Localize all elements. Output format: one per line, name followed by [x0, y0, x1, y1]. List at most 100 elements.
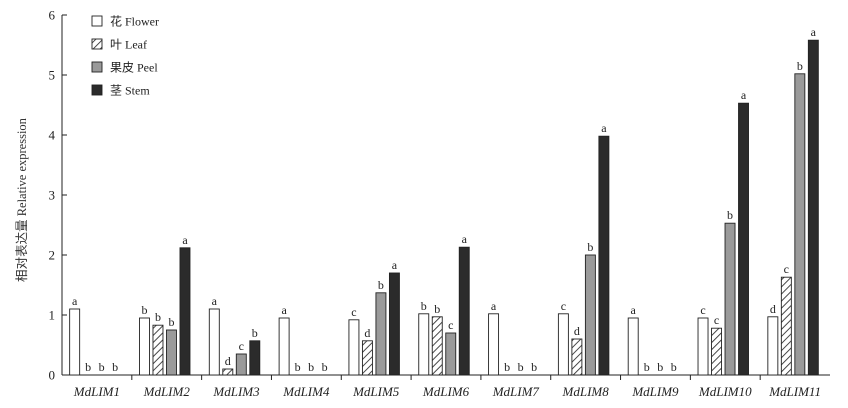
y-tick-label: 1	[49, 308, 56, 323]
bar	[584, 254, 596, 376]
legend-label: 茎 Stem	[110, 84, 150, 98]
bar	[249, 340, 261, 376]
significance-label: b	[518, 360, 524, 374]
bar	[711, 327, 722, 376]
legend-label: 叶 Leaf	[110, 38, 147, 52]
bar	[222, 368, 234, 376]
bar	[418, 313, 430, 376]
significance-label: a	[182, 233, 188, 247]
significance-label: b	[378, 278, 384, 292]
bar	[235, 353, 247, 376]
significance-label: a	[72, 294, 78, 308]
bar	[738, 102, 749, 376]
bar	[431, 316, 443, 376]
bar	[139, 317, 150, 376]
significance-label: a	[741, 88, 747, 102]
bar	[557, 313, 569, 376]
y-tick-label: 0	[49, 368, 56, 383]
bar	[627, 317, 639, 376]
significance-label: a	[281, 303, 287, 317]
bar	[166, 329, 177, 376]
category-label: MdLIM5	[352, 384, 400, 399]
bar	[208, 308, 220, 376]
bar	[724, 222, 736, 376]
category-label: MdLIM2	[143, 384, 191, 399]
significance-label: b	[727, 208, 733, 222]
significance-label: b	[504, 360, 510, 374]
bar	[278, 317, 290, 376]
category-label: MdLIM7	[492, 384, 540, 399]
category-label: MdLIM4	[282, 384, 330, 399]
significance-label: a	[212, 294, 218, 308]
significance-label: c	[561, 299, 566, 313]
legend-swatch	[91, 15, 103, 27]
significance-label: c	[239, 339, 244, 353]
category-label: MdLIM1	[73, 384, 120, 399]
legend-label: 花 Flower	[110, 14, 159, 29]
significance-label: b	[141, 303, 147, 317]
significance-label: b	[587, 240, 593, 254]
significance-label: c	[448, 318, 453, 332]
bar	[780, 276, 792, 376]
significance-label: b	[531, 360, 537, 374]
significance-label: c	[714, 313, 719, 327]
significance-label: b	[322, 360, 328, 374]
bar	[445, 332, 457, 376]
legend-swatch	[91, 84, 103, 96]
bar	[375, 292, 387, 376]
category-label: MdLIM9	[631, 384, 679, 399]
category-label: MdLIM10	[698, 384, 752, 399]
significance-label: b	[252, 326, 258, 340]
significance-label: d	[364, 326, 370, 340]
significance-label: c	[351, 305, 356, 319]
significance-label: b	[112, 360, 118, 374]
bar	[488, 313, 500, 376]
y-tick-label: 5	[49, 68, 56, 83]
significance-label: c	[784, 262, 789, 276]
category-label: MdLIM3	[212, 384, 260, 399]
legend: 花 Flower 叶 Leaf 果皮 Peel 茎 Stem	[91, 14, 159, 98]
significance-label: d	[770, 302, 776, 316]
bar	[571, 338, 583, 376]
significance-label: d	[574, 324, 580, 338]
significance-label: a	[811, 25, 817, 39]
y-axis-label: 相对表达量 Relative expression	[15, 117, 29, 282]
bar	[767, 316, 779, 376]
y-tick-label: 2	[49, 248, 56, 263]
bar	[69, 308, 81, 376]
significance-label: b	[657, 360, 663, 374]
significance-label: b	[155, 310, 161, 324]
y-tick-label: 6	[49, 8, 56, 23]
legend-swatch	[91, 38, 103, 50]
bar	[598, 135, 610, 376]
significance-label: b	[308, 360, 314, 374]
significance-label: a	[491, 299, 497, 313]
significance-label: a	[462, 232, 468, 246]
bar	[458, 246, 470, 376]
bar	[697, 317, 709, 376]
category-label: MdLIM6	[422, 384, 470, 399]
significance-label: a	[601, 121, 607, 135]
bar	[361, 340, 373, 376]
bar	[807, 39, 819, 376]
significance-label: d	[225, 354, 231, 368]
legend-swatch	[91, 61, 103, 73]
bar	[348, 319, 360, 376]
bar	[388, 272, 400, 376]
significance-label: b	[168, 315, 174, 329]
significance-label: b	[295, 360, 301, 374]
significance-label: b	[644, 360, 650, 374]
bar	[152, 324, 164, 376]
bars-layer	[69, 39, 819, 376]
y-tick-label: 4	[49, 128, 56, 143]
significance-label: b	[85, 360, 91, 374]
significance-label: b	[434, 302, 440, 316]
y-tick-label: 3	[49, 188, 56, 203]
significance-label: a	[631, 303, 637, 317]
bar	[179, 247, 191, 376]
category-label: MdLIM8	[562, 384, 610, 399]
significance-label: a	[392, 258, 398, 272]
significance-label: b	[99, 360, 105, 374]
